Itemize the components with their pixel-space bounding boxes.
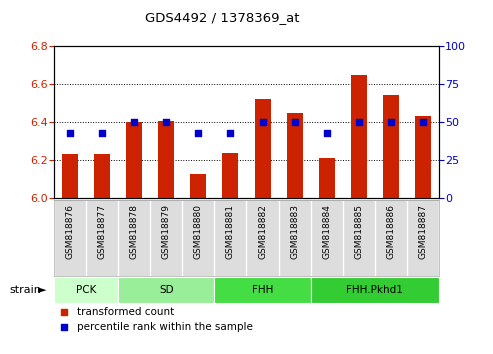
Point [60,309,68,315]
Bar [415,116,431,198]
Text: percentile rank within the sample: percentile rank within the sample [77,322,253,332]
Text: GSM818877: GSM818877 [98,204,107,259]
Bar [94,154,110,198]
Point [60,325,68,330]
Bar [62,154,78,198]
Point [258,119,266,125]
Text: GDS4492 / 1378369_at: GDS4492 / 1378369_at [144,11,299,24]
Point [290,119,298,125]
Text: GSM818886: GSM818886 [386,204,395,259]
Point [66,130,74,136]
Point [226,130,234,136]
Text: ►: ► [37,285,46,295]
Text: FHH.Pkhd1: FHH.Pkhd1 [346,285,403,295]
Bar [126,122,142,198]
Bar [311,277,439,303]
Bar [222,153,239,198]
Text: transformed count: transformed count [77,307,175,317]
Point [162,119,170,125]
Bar [118,277,214,303]
Text: GSM818885: GSM818885 [354,204,363,259]
Bar [254,99,271,198]
Text: SD: SD [159,285,174,295]
Bar [351,75,367,198]
Bar [286,113,303,198]
Text: GSM818887: GSM818887 [418,204,427,259]
Bar [214,277,311,303]
Point [387,119,394,125]
Point [194,130,202,136]
Text: GSM818878: GSM818878 [130,204,139,259]
Point [419,119,426,125]
Point [322,130,330,136]
Point [354,119,362,125]
Text: GSM818884: GSM818884 [322,204,331,259]
Text: GSM818883: GSM818883 [290,204,299,259]
Text: GSM818879: GSM818879 [162,204,171,259]
Text: GSM818881: GSM818881 [226,204,235,259]
Bar [158,121,175,198]
Text: GSM818876: GSM818876 [66,204,75,259]
Bar [190,173,207,198]
Point [130,119,138,125]
Text: strain: strain [10,285,42,295]
Point [98,130,106,136]
Text: GSM818880: GSM818880 [194,204,203,259]
Bar [383,96,399,198]
Text: PCK: PCK [76,285,97,295]
Bar [54,277,118,303]
Bar [318,158,335,198]
Text: FHH: FHH [252,285,273,295]
Text: GSM818882: GSM818882 [258,204,267,259]
